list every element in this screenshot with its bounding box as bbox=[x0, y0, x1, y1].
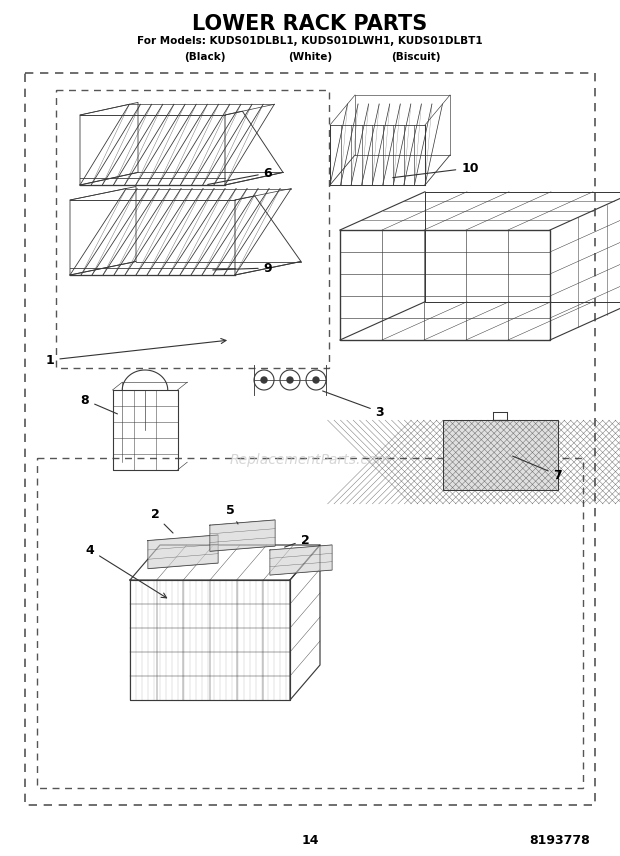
Text: LOWER RACK PARTS: LOWER RACK PARTS bbox=[192, 14, 428, 34]
Text: 14: 14 bbox=[301, 834, 319, 847]
Text: (Biscuit): (Biscuit) bbox=[391, 52, 440, 62]
Text: (White): (White) bbox=[288, 52, 332, 62]
Polygon shape bbox=[270, 545, 332, 575]
Bar bbox=[37, 458, 583, 788]
Text: 6: 6 bbox=[208, 167, 272, 185]
Text: 3: 3 bbox=[322, 391, 384, 419]
Text: 4: 4 bbox=[86, 544, 167, 597]
Text: 5: 5 bbox=[226, 503, 238, 524]
Text: 2: 2 bbox=[285, 533, 309, 547]
Text: 7: 7 bbox=[513, 456, 562, 482]
Bar bbox=[25, 73, 595, 805]
Bar bbox=[443, 420, 557, 490]
Text: 8: 8 bbox=[81, 394, 117, 414]
Text: 2: 2 bbox=[151, 508, 173, 533]
Text: 9: 9 bbox=[213, 261, 272, 275]
Circle shape bbox=[261, 377, 267, 383]
Circle shape bbox=[313, 377, 319, 383]
Text: 8193778: 8193778 bbox=[529, 834, 590, 847]
Circle shape bbox=[287, 377, 293, 383]
Polygon shape bbox=[148, 535, 218, 568]
Text: ReplacementParts.com: ReplacementParts.com bbox=[229, 453, 391, 467]
Text: 1: 1 bbox=[46, 338, 226, 366]
Bar bbox=[443, 420, 557, 490]
Bar bbox=[56, 90, 329, 368]
Text: (Black): (Black) bbox=[184, 52, 225, 62]
Text: For Models: KUDS01DLBL1, KUDS01DLWH1, KUDS01DLBT1: For Models: KUDS01DLBL1, KUDS01DLWH1, KU… bbox=[137, 36, 483, 46]
Text: 10: 10 bbox=[392, 162, 479, 178]
Polygon shape bbox=[210, 520, 275, 551]
